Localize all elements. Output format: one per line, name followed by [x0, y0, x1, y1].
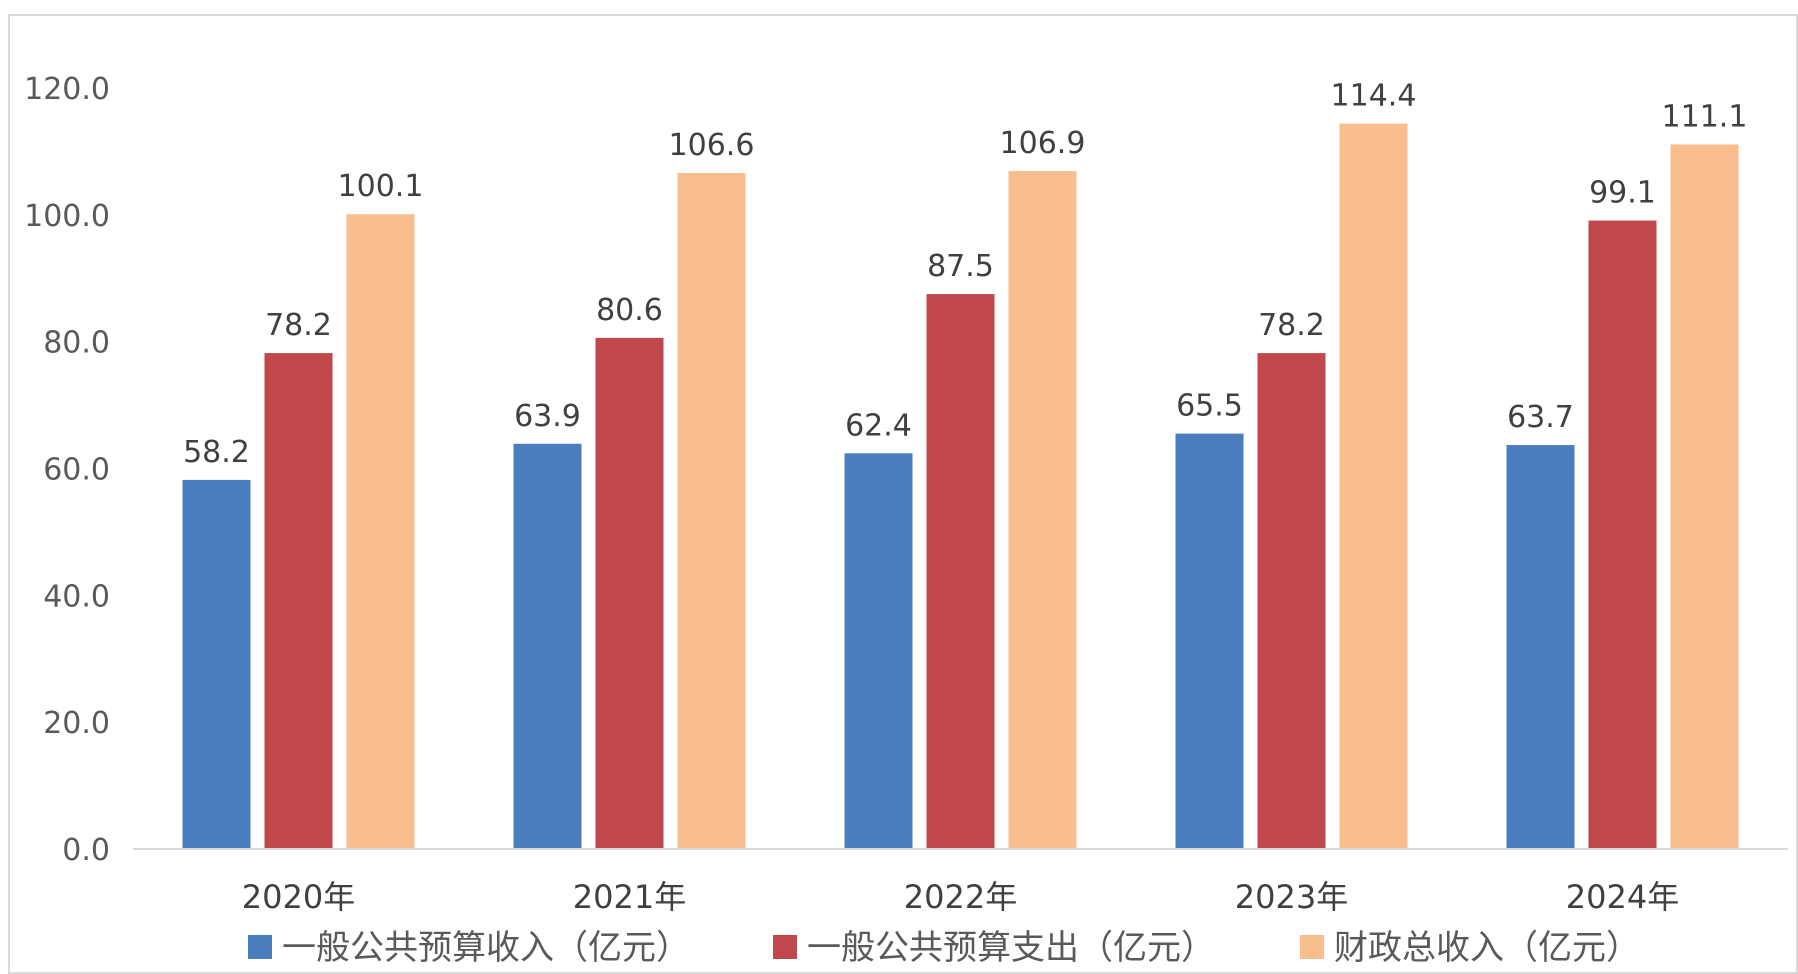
bar-1-1: [182, 479, 251, 849]
x-tick-label: 2021年: [573, 878, 686, 916]
legend-label: 一般公共预算收入（亿元）: [282, 928, 690, 968]
data-label: 63.7: [1507, 400, 1574, 435]
bar-3-5: [1670, 144, 1739, 850]
x-tick-label: 2020年: [242, 878, 355, 916]
legend-label: 一般公共预算支出（亿元）: [807, 928, 1215, 968]
legend: 一般公共预算收入（亿元） 一般公共预算支出（亿元） 财政总收入（亿元）: [248, 928, 1640, 968]
data-label: 63.9: [514, 399, 581, 434]
data-label: 99.1: [1589, 176, 1656, 211]
y-tick-label: 120.0: [24, 72, 110, 107]
bar-2-5: [1588, 220, 1657, 849]
y-axis: 0.0 20.0 40.0 60.0 80.0 100.0 120.0: [24, 72, 110, 868]
y-tick-label: 0.0: [62, 833, 110, 868]
x-axis: 2020年 2021年 2022年 2023年 2024年: [133, 848, 1788, 916]
data-labels: 58.2 78.2 100.1 63.9 80.6 106.6 62.4 87.5 106.9 6…: [183, 79, 1747, 470]
x-tick-label: 2023年: [1235, 878, 1348, 916]
bar-2-2: [595, 337, 664, 849]
bar-3-3: [1008, 171, 1077, 850]
bar-3-2: [677, 172, 746, 849]
bar-1-2: [513, 443, 582, 849]
data-label: 111.1: [1662, 99, 1748, 134]
data-label: 78.2: [265, 308, 332, 343]
legend-label: 财政总收入（亿元）: [1334, 928, 1640, 968]
y-tick-label: 80.0: [43, 326, 110, 361]
data-label: 114.4: [1331, 79, 1417, 114]
data-label: 106.6: [669, 128, 755, 163]
bar-1-4: [1175, 433, 1244, 849]
legend-swatch: [773, 935, 797, 959]
bar-2-1: [264, 353, 333, 849]
bar-1-5: [1506, 445, 1575, 849]
data-label: 106.9: [1000, 126, 1086, 161]
data-label: 62.4: [845, 408, 912, 443]
bars: [182, 123, 1739, 850]
data-label: 65.5: [1176, 389, 1243, 424]
bar-1-3: [844, 453, 913, 849]
data-label: 58.2: [183, 435, 250, 470]
y-tick-label: 100.0: [24, 199, 110, 234]
bar-2-3: [926, 294, 995, 850]
legend-swatch: [248, 935, 272, 959]
y-tick-label: 60.0: [43, 453, 110, 488]
legend-swatch: [1300, 935, 1324, 959]
bar-3-4: [1339, 123, 1408, 850]
x-tick-label: 2022年: [904, 878, 1017, 916]
data-label: 87.5: [927, 249, 994, 284]
y-tick-label: 40.0: [43, 579, 110, 614]
data-label: 80.6: [596, 293, 663, 328]
data-label: 78.2: [1258, 308, 1325, 343]
bar-2-4: [1257, 353, 1326, 849]
data-label: 100.1: [338, 169, 424, 204]
x-tick-label: 2024年: [1566, 878, 1679, 916]
y-tick-label: 20.0: [43, 706, 110, 741]
bar-3-1: [346, 214, 415, 850]
